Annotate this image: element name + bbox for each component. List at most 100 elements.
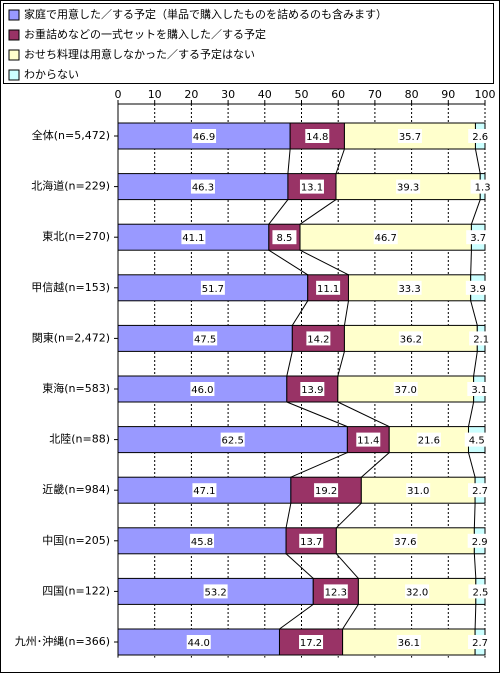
value-label: 46.7 — [375, 233, 397, 244]
series-line — [336, 502, 362, 529]
value-label: 11.1 — [317, 284, 339, 295]
y-tick-label: 中国(n=205) — [42, 534, 110, 547]
series-line — [299, 249, 349, 276]
legend-swatch — [8, 69, 20, 81]
bar-segment — [285, 527, 337, 555]
value-label: 47.1 — [193, 486, 215, 497]
legend-label: 家庭で用意した／する予定（単品で購入したものを詰めるのも含みます） — [24, 7, 387, 21]
label-box — [465, 280, 490, 295]
series-line — [279, 603, 314, 630]
value-label: 3.1 — [471, 385, 487, 396]
label-box — [396, 179, 421, 194]
label-box — [300, 382, 325, 396]
label-box — [316, 280, 341, 295]
x-tick-label: 10 — [148, 88, 162, 101]
value-label: 2.9 — [472, 537, 488, 548]
label-box — [190, 533, 215, 548]
label-box — [272, 230, 297, 245]
value-label: 39.3 — [397, 183, 419, 194]
x-tick-label: 0 — [115, 88, 122, 101]
value-label: 36.2 — [400, 334, 422, 345]
label-box — [469, 331, 494, 346]
series-line — [470, 250, 472, 275]
series-line — [473, 553, 477, 579]
x-tick-label: 100 — [475, 88, 496, 101]
value-label: 3.9 — [470, 284, 486, 295]
bar-segment — [117, 122, 291, 150]
label-box — [299, 533, 324, 548]
value-label: 32.0 — [406, 587, 428, 598]
label-box — [405, 584, 430, 599]
label-box — [397, 280, 422, 295]
series-line — [285, 553, 314, 579]
label-box — [203, 584, 228, 599]
value-label: 14.8 — [306, 132, 328, 143]
label-box — [314, 483, 339, 498]
y-tick-label: 四国(n=122) — [42, 584, 110, 597]
value-label: 17.2 — [300, 638, 322, 649]
y-tick-label: 甲信越(n=153) — [31, 280, 110, 294]
bar-segment — [388, 426, 469, 454]
series-line — [290, 452, 348, 478]
label-box — [306, 331, 331, 346]
label-box — [468, 483, 493, 498]
series-line — [286, 401, 348, 428]
label-box — [220, 432, 245, 447]
series-line — [335, 553, 359, 579]
legend-label: お重詰めなどの一式セットを購入した／する予定 — [24, 27, 266, 41]
y-tick-label: 東北(n=270) — [42, 230, 110, 243]
value-label: 21.6 — [418, 436, 440, 447]
x-tick-label: 40 — [258, 88, 272, 101]
value-label: 13.1 — [301, 183, 323, 194]
series-line — [285, 503, 292, 528]
label-box — [396, 635, 421, 649]
value-label: 14.2 — [307, 334, 329, 345]
label-box — [356, 432, 381, 447]
value-label: 3.7 — [470, 233, 486, 244]
series-line — [468, 452, 476, 478]
series-line — [299, 199, 337, 225]
label-box — [305, 129, 330, 143]
value-label: 4.5 — [469, 436, 485, 447]
value-label: 8.5 — [276, 233, 292, 244]
value-label: 33.3 — [398, 284, 420, 295]
series-line — [473, 351, 478, 377]
value-label: 1.3 — [475, 183, 491, 194]
x-tick-label: 80 — [405, 88, 419, 101]
value-label: 2.5 — [472, 587, 488, 598]
label-box — [190, 382, 215, 396]
series-line — [268, 199, 289, 225]
y-tick-label: 北陸(n=88) — [49, 433, 110, 446]
value-label: 53.2 — [204, 587, 226, 598]
x-tick-label: 50 — [295, 88, 309, 101]
series-line — [343, 300, 349, 326]
x-tick-label: 60 — [331, 88, 345, 101]
label-box — [398, 331, 423, 346]
label-box — [193, 331, 218, 346]
value-label: 51.7 — [202, 284, 224, 295]
series-line — [474, 604, 477, 630]
series-line — [287, 148, 291, 174]
bar-segment — [312, 577, 359, 605]
series-line — [342, 604, 359, 630]
value-label: 13.9 — [301, 385, 323, 396]
series-line — [473, 503, 476, 528]
y-tick-label: 関東(n=2,472) — [32, 331, 110, 344]
value-label: 41.1 — [182, 233, 204, 244]
x-tick-label: 20 — [184, 88, 198, 101]
y-tick-label: 北海道(n=229) — [31, 179, 110, 193]
value-label: 46.0 — [191, 385, 213, 396]
series-line — [286, 351, 293, 377]
x-tick-label: 30 — [221, 88, 235, 101]
series-line — [470, 199, 481, 225]
label-box — [468, 129, 493, 143]
legend-swatch — [8, 9, 20, 21]
bar-segment — [287, 173, 337, 201]
label-box — [467, 382, 492, 396]
label-box — [397, 129, 422, 143]
label-box — [200, 280, 225, 295]
value-label: 19.2 — [315, 486, 337, 497]
value-label: 12.3 — [325, 587, 347, 598]
value-label: 35.7 — [399, 132, 421, 143]
